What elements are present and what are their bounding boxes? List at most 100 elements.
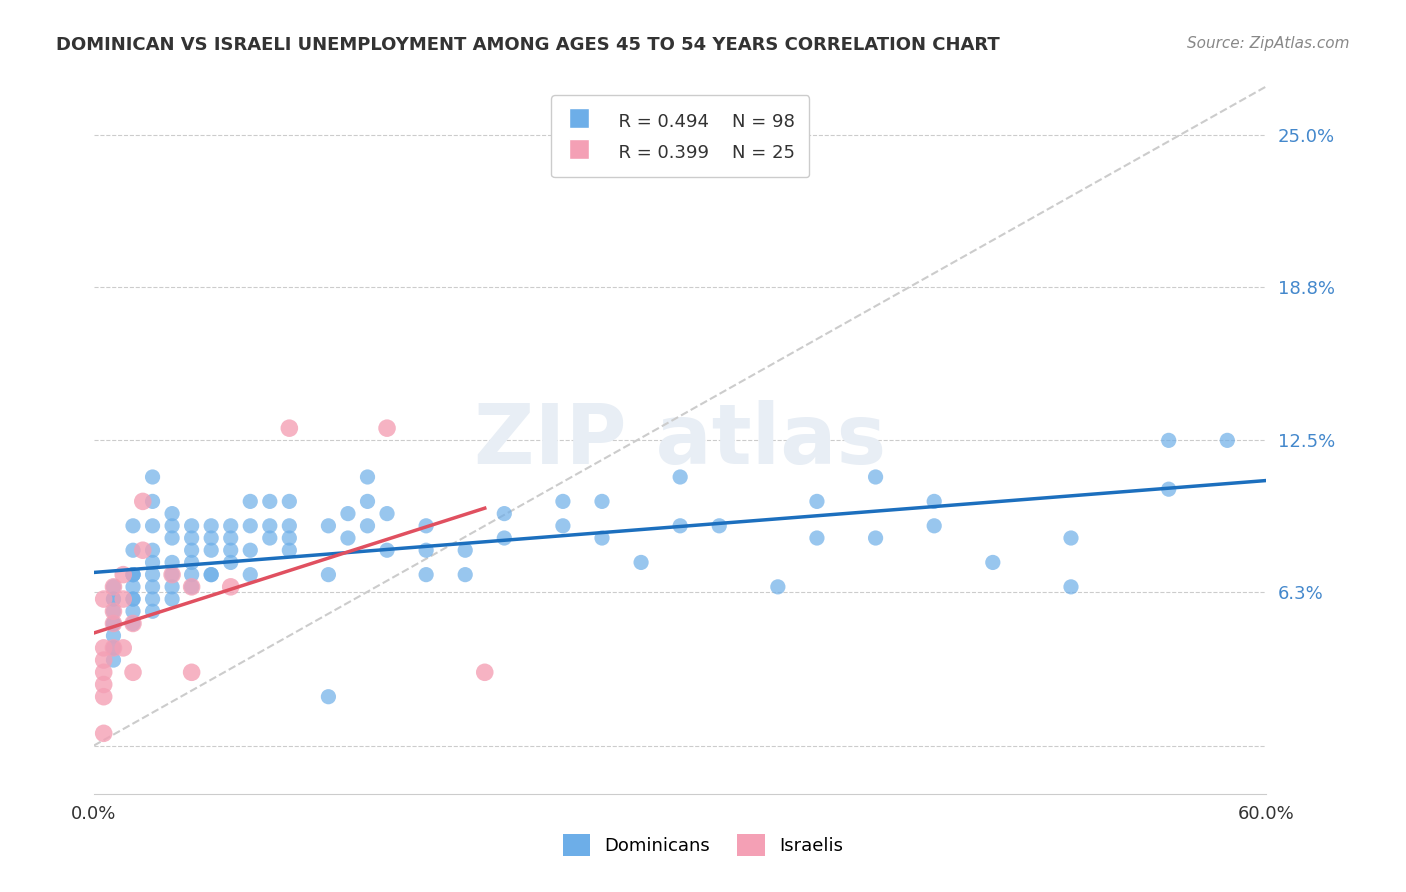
Point [239,494,262,508]
Point [474,665,496,680]
Point [122,665,145,680]
Point [93,592,115,607]
Point [219,518,242,533]
Point [1216,434,1239,448]
Point [160,567,183,582]
Point [122,592,145,607]
Point [375,421,398,435]
Point [922,518,945,533]
Point [132,494,155,508]
Point [142,567,165,582]
Point [122,580,145,594]
Legend:   R = 0.494    N = 98,   R = 0.399    N = 25: R = 0.494 N = 98, R = 0.399 N = 25 [551,95,810,178]
Point [1060,531,1083,545]
Point [103,580,125,594]
Point [806,494,828,508]
Point [278,543,301,558]
Point [132,543,155,558]
Point [180,567,202,582]
Point [103,616,125,631]
Point [122,616,145,631]
Point [142,543,165,558]
Point [318,518,340,533]
Point [219,580,242,594]
Point [669,470,692,484]
Point [142,592,165,607]
Point [142,518,165,533]
Point [219,556,242,570]
Point [122,604,145,618]
Point [494,507,516,521]
Point [259,494,281,508]
Point [278,421,301,435]
Point [591,494,613,508]
Point [336,531,359,545]
Text: DOMINICAN VS ISRAELI UNEMPLOYMENT AMONG AGES 45 TO 54 YEARS CORRELATION CHART: DOMINICAN VS ISRAELI UNEMPLOYMENT AMONG … [56,36,1000,54]
Point [336,507,359,521]
Point [112,640,135,655]
Text: ZIP atlas: ZIP atlas [474,400,886,481]
Point [160,531,183,545]
Point [180,580,202,594]
Point [93,640,115,655]
Point [142,470,165,484]
Point [200,543,222,558]
Point [93,690,115,704]
Point [160,556,183,570]
Point [142,556,165,570]
Point [239,567,262,582]
Point [1157,434,1180,448]
Point [122,518,145,533]
Point [103,616,125,631]
Point [239,543,262,558]
Point [180,531,202,545]
Point [180,543,202,558]
Point [142,494,165,508]
Point [160,518,183,533]
Point [103,616,125,631]
Point [122,567,145,582]
Point [112,567,135,582]
Point [93,677,115,691]
Point [103,653,125,667]
Point [142,580,165,594]
Point [375,543,398,558]
Point [318,567,340,582]
Point [278,494,301,508]
Point [112,592,135,607]
Point [454,567,477,582]
Point [200,518,222,533]
Point [259,531,281,545]
Point [200,531,222,545]
Point [160,592,183,607]
Point [630,556,652,570]
Point [103,640,125,655]
Point [318,690,340,704]
Point [200,567,222,582]
Point [180,665,202,680]
Point [551,518,574,533]
Point [103,592,125,607]
Point [93,726,115,740]
Point [103,592,125,607]
Point [122,543,145,558]
Point [180,518,202,533]
Point [103,604,125,618]
Point [103,604,125,618]
Legend: Dominicans, Israelis: Dominicans, Israelis [554,825,852,865]
Point [180,556,202,570]
Point [865,470,887,484]
Point [200,567,222,582]
Point [278,531,301,545]
Point [142,604,165,618]
Point [415,543,437,558]
Point [356,494,378,508]
Point [278,518,301,533]
Point [356,470,378,484]
Point [259,518,281,533]
Point [1060,580,1083,594]
Point [122,592,145,607]
Point [122,567,145,582]
Point [766,580,789,594]
Point [415,518,437,533]
